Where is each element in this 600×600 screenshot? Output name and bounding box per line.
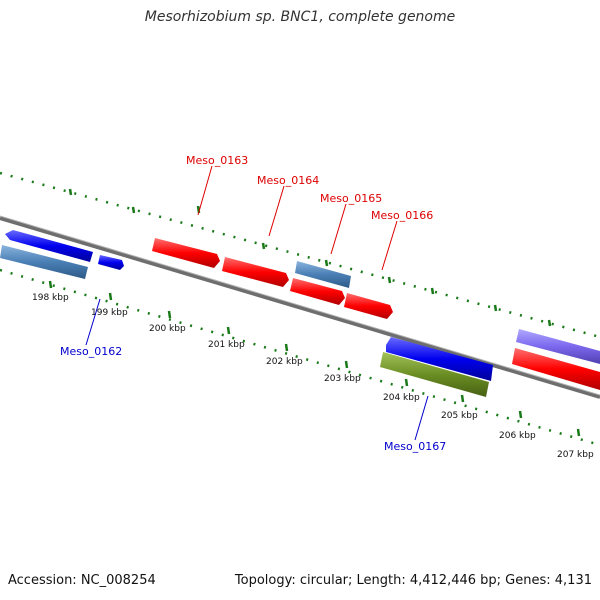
gene-label-meso-0163[interactable]: Meso_0163: [186, 154, 248, 167]
leader-meso-0165: [330, 203, 347, 255]
tick-label-204: 204 kbp: [383, 393, 420, 403]
genome-backbone: [0, 216, 600, 399]
tick-label-205: 205 kbp: [441, 411, 478, 421]
tick-label-200: 200 kbp: [149, 324, 186, 334]
leader-meso-0163: [197, 165, 213, 216]
tick-label-199: 199 kbp: [91, 308, 128, 318]
gene-label-meso-0166[interactable]: Meso_0166: [371, 209, 433, 222]
upper-major-ticks: [68, 188, 552, 327]
map-title: Mesorhizobium sp. BNC1, complete genome: [144, 9, 456, 25]
gene-feature-meso-0166[interactable]: [344, 293, 393, 319]
tick-label-203: 203 kbp: [324, 374, 361, 384]
leader-lines: [85, 165, 429, 441]
tick-label-202: 202 kbp: [266, 357, 303, 367]
gene-feature-meso-0165[interactable]: [290, 278, 345, 305]
gene-feature-blue-3[interactable]: [386, 337, 493, 381]
gene-label-meso-0167[interactable]: Meso_0167: [384, 440, 446, 453]
gene-label-meso-0162[interactable]: Meso_0162: [60, 345, 122, 358]
gene-feature-steelblue-1[interactable]: [295, 261, 351, 288]
gene-feature-purple-1[interactable]: [516, 329, 600, 364]
gene-feature-meso-0164[interactable]: [222, 257, 289, 287]
leader-meso-0164: [268, 185, 285, 237]
leader-meso-0162: [85, 298, 101, 346]
forward-features: [5, 230, 600, 390]
tick-label-207: 207 kbp: [557, 450, 594, 460]
accession-text: Accession: NC_008254: [8, 573, 156, 588]
leader-meso-0166: [381, 220, 398, 271]
gene-feature-blue-2[interactable]: [98, 255, 124, 270]
gene-label-meso-0165[interactable]: Meso_0165: [320, 192, 382, 205]
upper-minor-ticks: [0, 171, 600, 339]
genome-summary-text: Topology: circular; Length: 4,412,446 bp…: [234, 573, 592, 588]
genome-backbone-highlight: [0, 215, 600, 396]
leader-meso-0167: [414, 395, 429, 441]
upper-tick-ruler: [0, 171, 600, 339]
lower-major-ticks: [48, 280, 581, 437]
reverse-features: [0, 245, 489, 397]
gene-feature-meso-0162[interactable]: [0, 245, 88, 279]
tick-label-198: 198 kbp: [32, 293, 69, 303]
tick-label-201: 201 kbp: [208, 340, 245, 350]
gene-feature-meso-0167[interactable]: [380, 352, 489, 397]
tick-label-206: 206 kbp: [499, 431, 536, 441]
gene-feature-red-edge[interactable]: [512, 348, 600, 390]
gene-feature-blue-1[interactable]: [5, 230, 93, 262]
gene-label-meso-0164[interactable]: Meso_0164: [257, 174, 319, 187]
gene-feature-meso-0163[interactable]: [152, 238, 220, 268]
